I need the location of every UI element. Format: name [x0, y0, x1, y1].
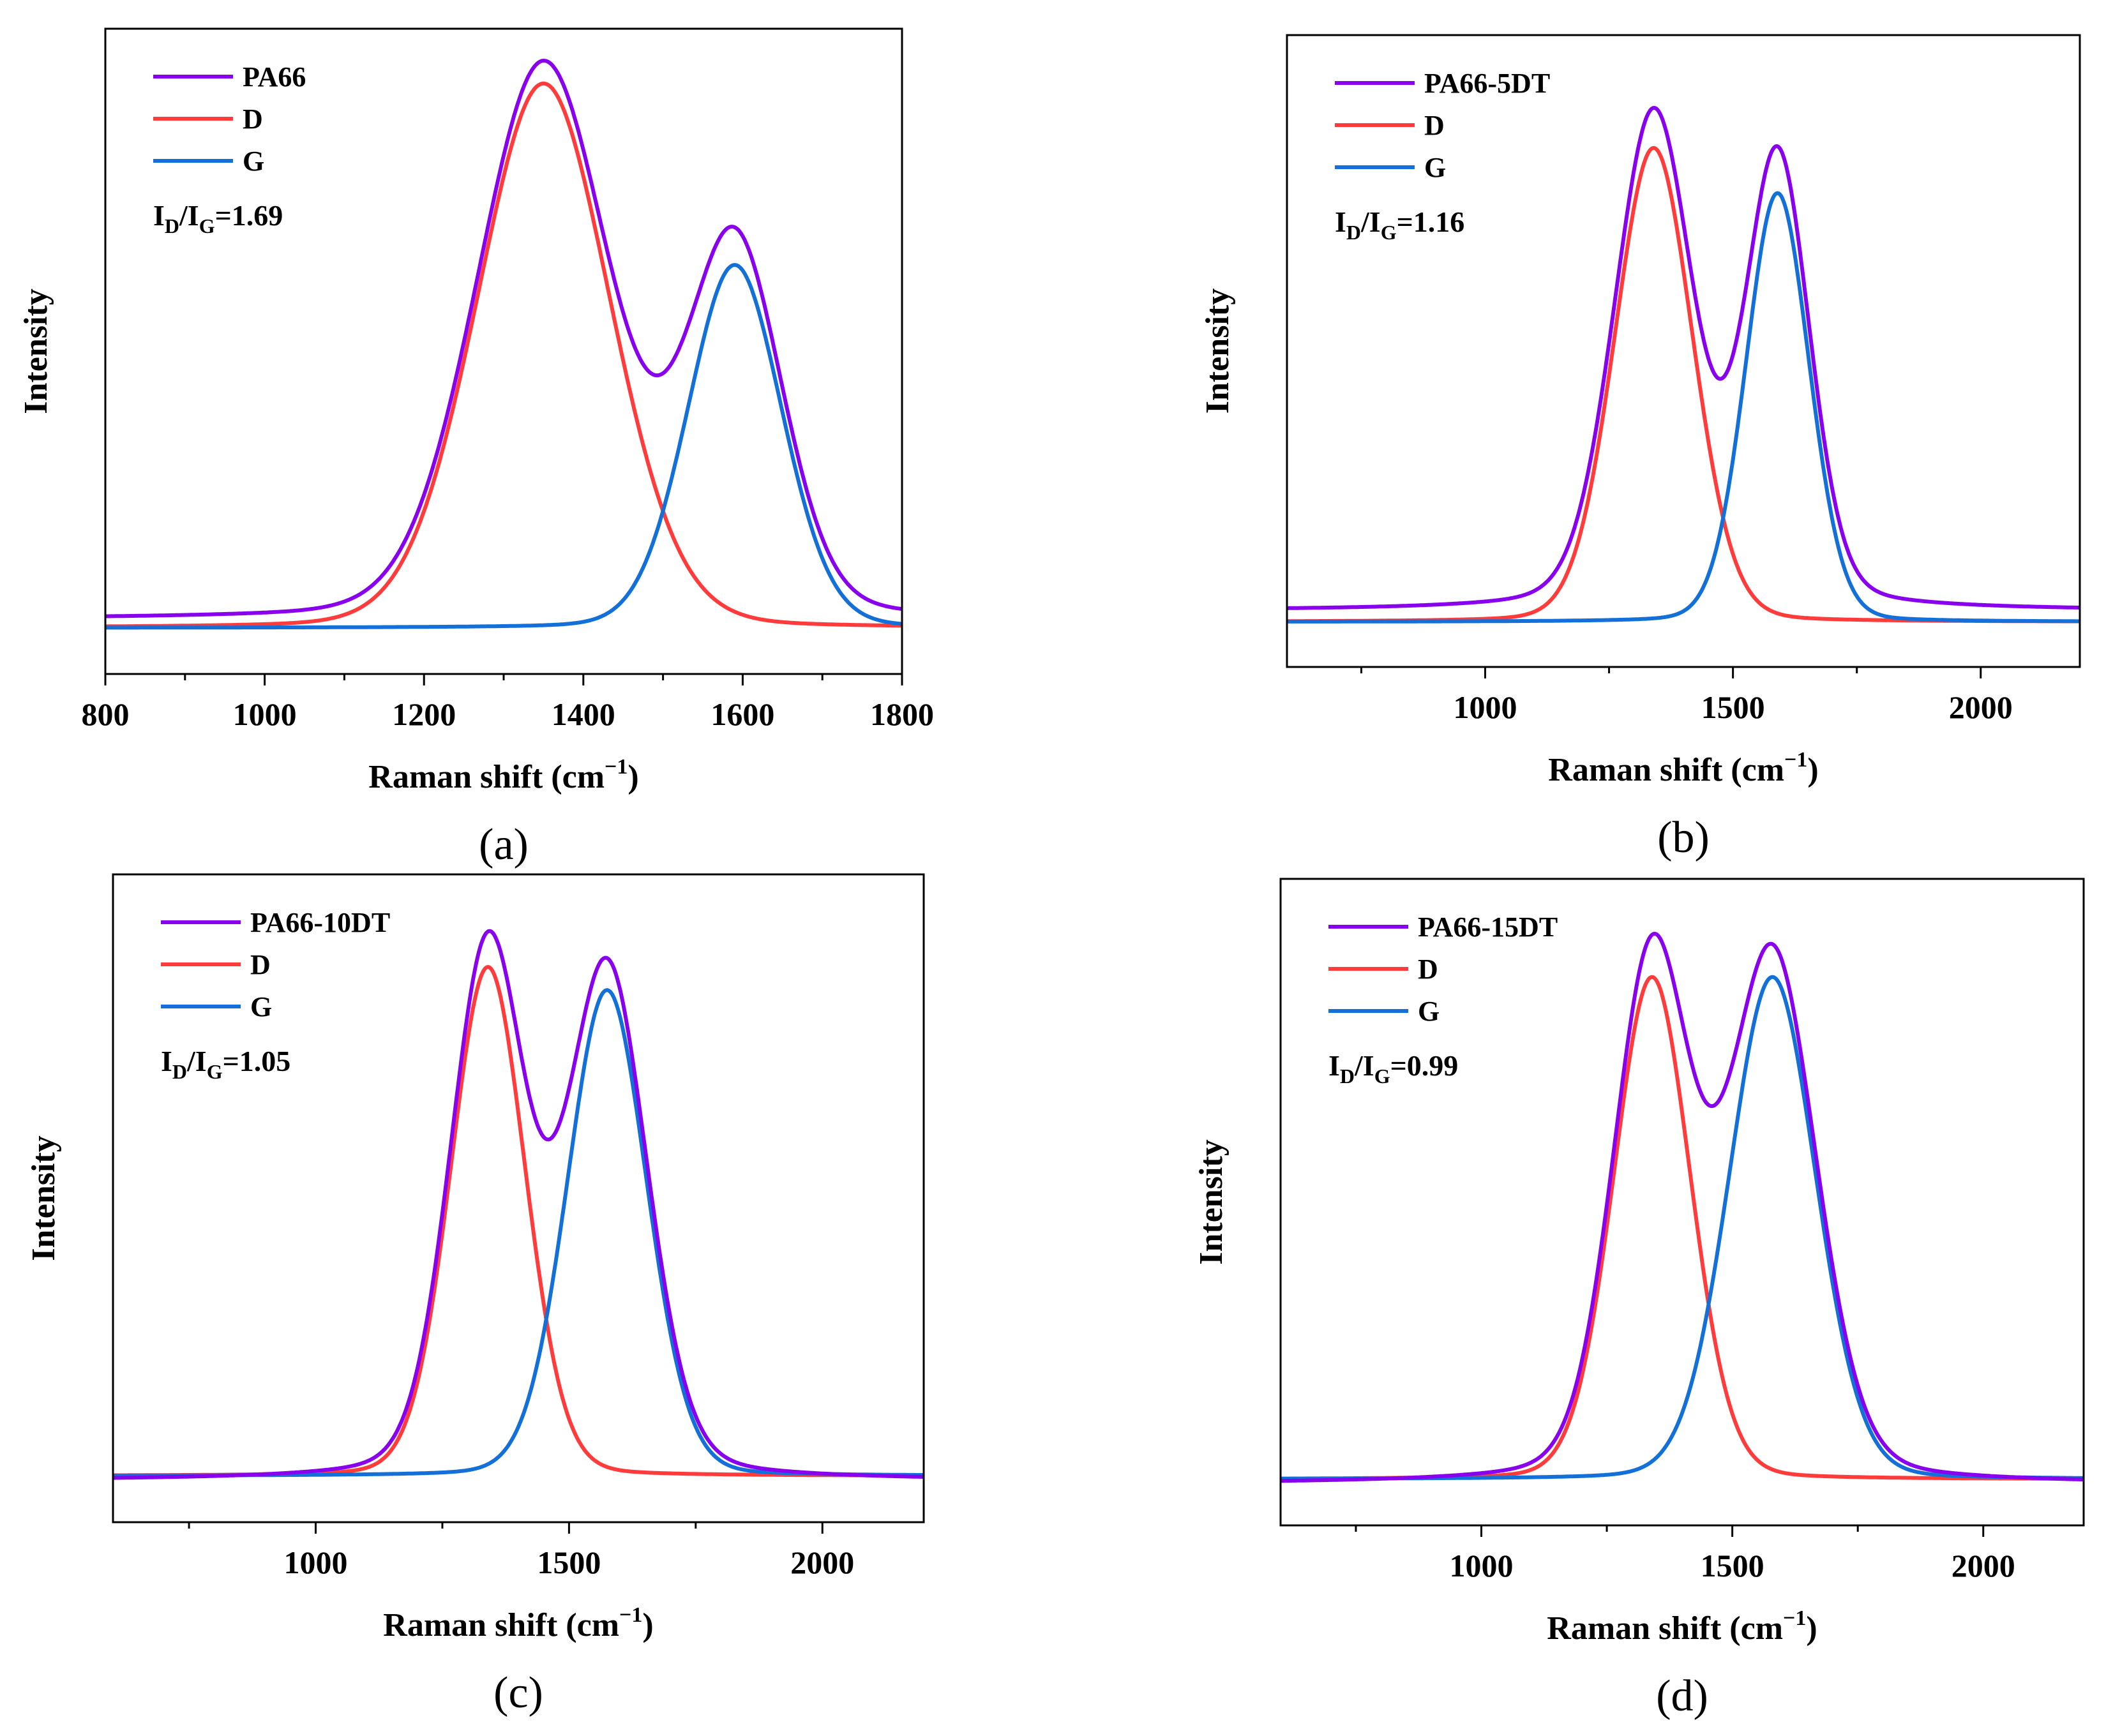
plot-frame	[112, 873, 925, 1523]
series-line-PA66-10DT	[113, 929, 924, 1480]
series-line-PA66-15DT	[1281, 931, 2084, 1483]
plot-frame	[1286, 34, 2081, 668]
x-axis-title: Raman shift (cm−1)	[383, 1603, 653, 1643]
series-line-G	[105, 263, 902, 630]
y-axis-title: Intensity	[1200, 288, 1236, 414]
x-tick-label: 1600	[711, 696, 774, 732]
x-tick-label: 1400	[552, 696, 615, 732]
plot-area	[1281, 931, 2084, 1483]
chart-panel-c: 1000 1500 2000 Raman shift (cm−1) Intensity P…	[26, 873, 925, 1717]
chart-panel-a: 800 1000 1200 1400 1600 1800 Raman shift (cm−1…	[18, 27, 934, 869]
legend-label-PA66: PA66	[243, 61, 306, 93]
plot-area	[105, 59, 902, 630]
legend-label-PA66-15DT: PA66-15DT	[1418, 911, 1558, 943]
panel-label: (d)	[1656, 1672, 1708, 1721]
legend-label-D: D	[1418, 954, 1438, 985]
legend-label-D: D	[250, 949, 271, 980]
x-tick-label: 1000	[1450, 1548, 1514, 1583]
series-line-PA66	[105, 59, 902, 618]
x-tick-label: 1500	[1701, 1548, 1764, 1583]
plot-area	[1287, 105, 2080, 624]
legend-label-G: G	[243, 146, 264, 177]
plot-frame	[1279, 878, 2085, 1527]
y-axis-title: Intensity	[26, 1135, 62, 1261]
panel-label: (c)	[493, 1668, 543, 1717]
x-axis-title: Raman shift (cm−1)	[1547, 1606, 1817, 1647]
series-line-G	[1287, 191, 2080, 624]
chart-panel-b: 1000 1500 2000 Raman shift (cm−1) Intensity P…	[1200, 34, 2081, 862]
x-tick-label: 800	[82, 696, 130, 732]
id-ig-ratio: ID/IG=1.69	[153, 199, 283, 237]
plot-frame	[104, 27, 903, 675]
chart-panel-d: 1000 1500 2000 Raman shift (cm−1) Intensity P…	[1193, 878, 2085, 1721]
x-tick-label: 1000	[233, 696, 297, 732]
legend-label-G: G	[1418, 996, 1440, 1027]
x-tick-label: 1000	[1454, 689, 1517, 725]
legend-label-PA66-10DT: PA66-10DT	[250, 907, 390, 938]
series-line-D	[105, 81, 902, 629]
series-line-PA66-5DT	[1287, 105, 2080, 610]
legend-label-D: D	[243, 103, 263, 135]
id-ig-ratio: ID/IG=1.16	[1335, 206, 1464, 244]
panel-label: (a)	[479, 820, 529, 869]
id-ig-ratio: ID/IG=1.05	[161, 1045, 290, 1083]
panel-label: (b)	[1657, 813, 1710, 862]
plot-area	[113, 929, 924, 1480]
x-tick-label: 1000	[284, 1545, 348, 1580]
x-tick-label: 1500	[1701, 689, 1765, 725]
legend-label-G: G	[1424, 152, 1446, 183]
id-ig-ratio: ID/IG=0.99	[1328, 1049, 1458, 1088]
x-tick-label: 1800	[870, 696, 934, 732]
x-tick-label: 2000	[790, 1545, 854, 1580]
x-tick-label: 2000	[1949, 689, 2013, 725]
y-axis-title: Intensity	[18, 288, 54, 414]
x-tick-label: 2000	[1952, 1548, 2015, 1583]
legend-label-PA66-5DT: PA66-5DT	[1424, 68, 1550, 99]
y-axis-title: Intensity	[1193, 1139, 1230, 1264]
x-tick-label: 1200	[392, 696, 456, 732]
legend-label-D: D	[1424, 110, 1445, 141]
x-axis-title: Raman shift (cm−1)	[1548, 748, 1818, 788]
legend-label-G: G	[250, 991, 272, 1022]
x-tick-label: 1500	[537, 1545, 601, 1580]
x-axis-title: Raman shift (cm−1)	[368, 755, 638, 795]
